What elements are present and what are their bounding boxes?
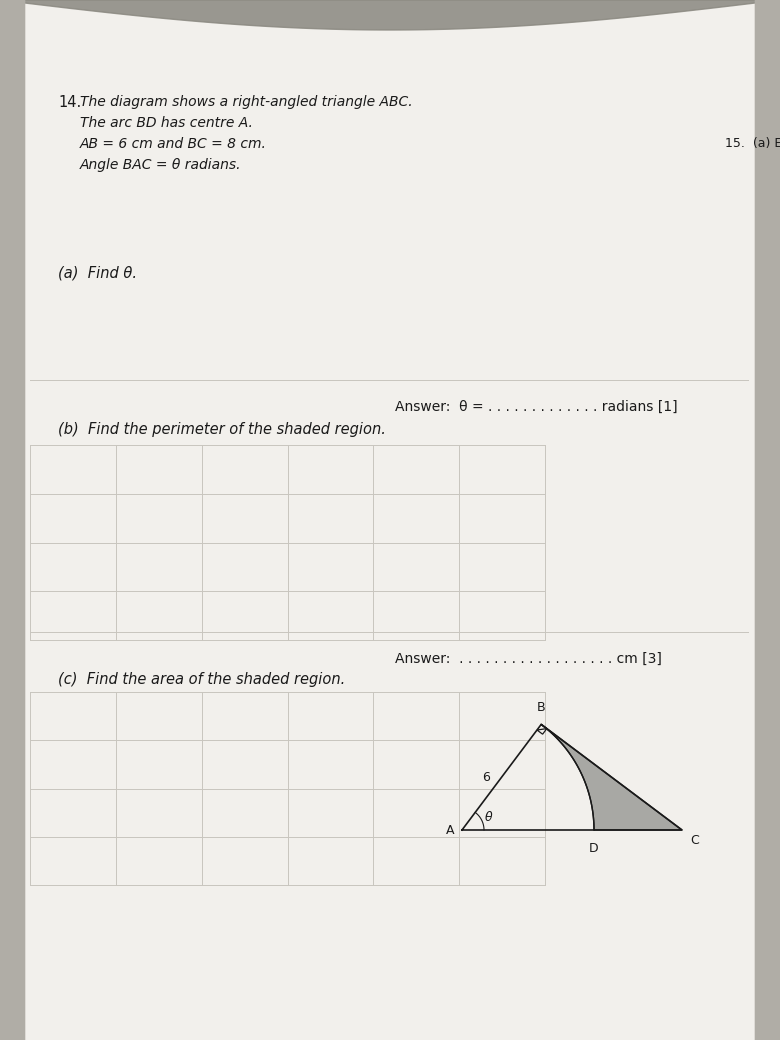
Text: (b)  Find the perimeter of the shaded region.: (b) Find the perimeter of the shaded reg… — [58, 422, 386, 437]
Text: The diagram shows a right-angled triangle ABC.: The diagram shows a right-angled triangl… — [80, 95, 413, 109]
Text: The arc BD has centre A.: The arc BD has centre A. — [80, 116, 253, 130]
Text: Answer:  . . . . . . . . . . . . . . . . . . cm [3]: Answer: . . . . . . . . . . . . . . . . … — [395, 652, 662, 666]
Text: D: D — [589, 842, 599, 855]
Text: (c)  Find the area of the shaded region.: (c) Find the area of the shaded region. — [58, 672, 346, 687]
Text: $\theta$: $\theta$ — [484, 809, 494, 824]
Text: B: B — [537, 701, 545, 714]
Text: A: A — [445, 824, 454, 836]
Text: C: C — [690, 834, 699, 847]
Text: 15.  (a) Ex: 15. (a) Ex — [725, 137, 780, 150]
Text: (a)  Find θ.: (a) Find θ. — [58, 265, 137, 280]
Text: 14.: 14. — [58, 95, 81, 110]
Text: 6: 6 — [482, 771, 490, 784]
Text: Angle BAC = θ radians.: Angle BAC = θ radians. — [80, 158, 242, 172]
Text: AB = 6 cm and BC = 8 cm.: AB = 6 cm and BC = 8 cm. — [80, 137, 267, 151]
FancyBboxPatch shape — [755, 0, 780, 1040]
Text: Answer:  θ = . . . . . . . . . . . . . radians [1]: Answer: θ = . . . . . . . . . . . . . ra… — [395, 400, 678, 414]
Polygon shape — [0, 0, 780, 30]
FancyBboxPatch shape — [0, 0, 25, 1040]
Polygon shape — [541, 725, 682, 830]
